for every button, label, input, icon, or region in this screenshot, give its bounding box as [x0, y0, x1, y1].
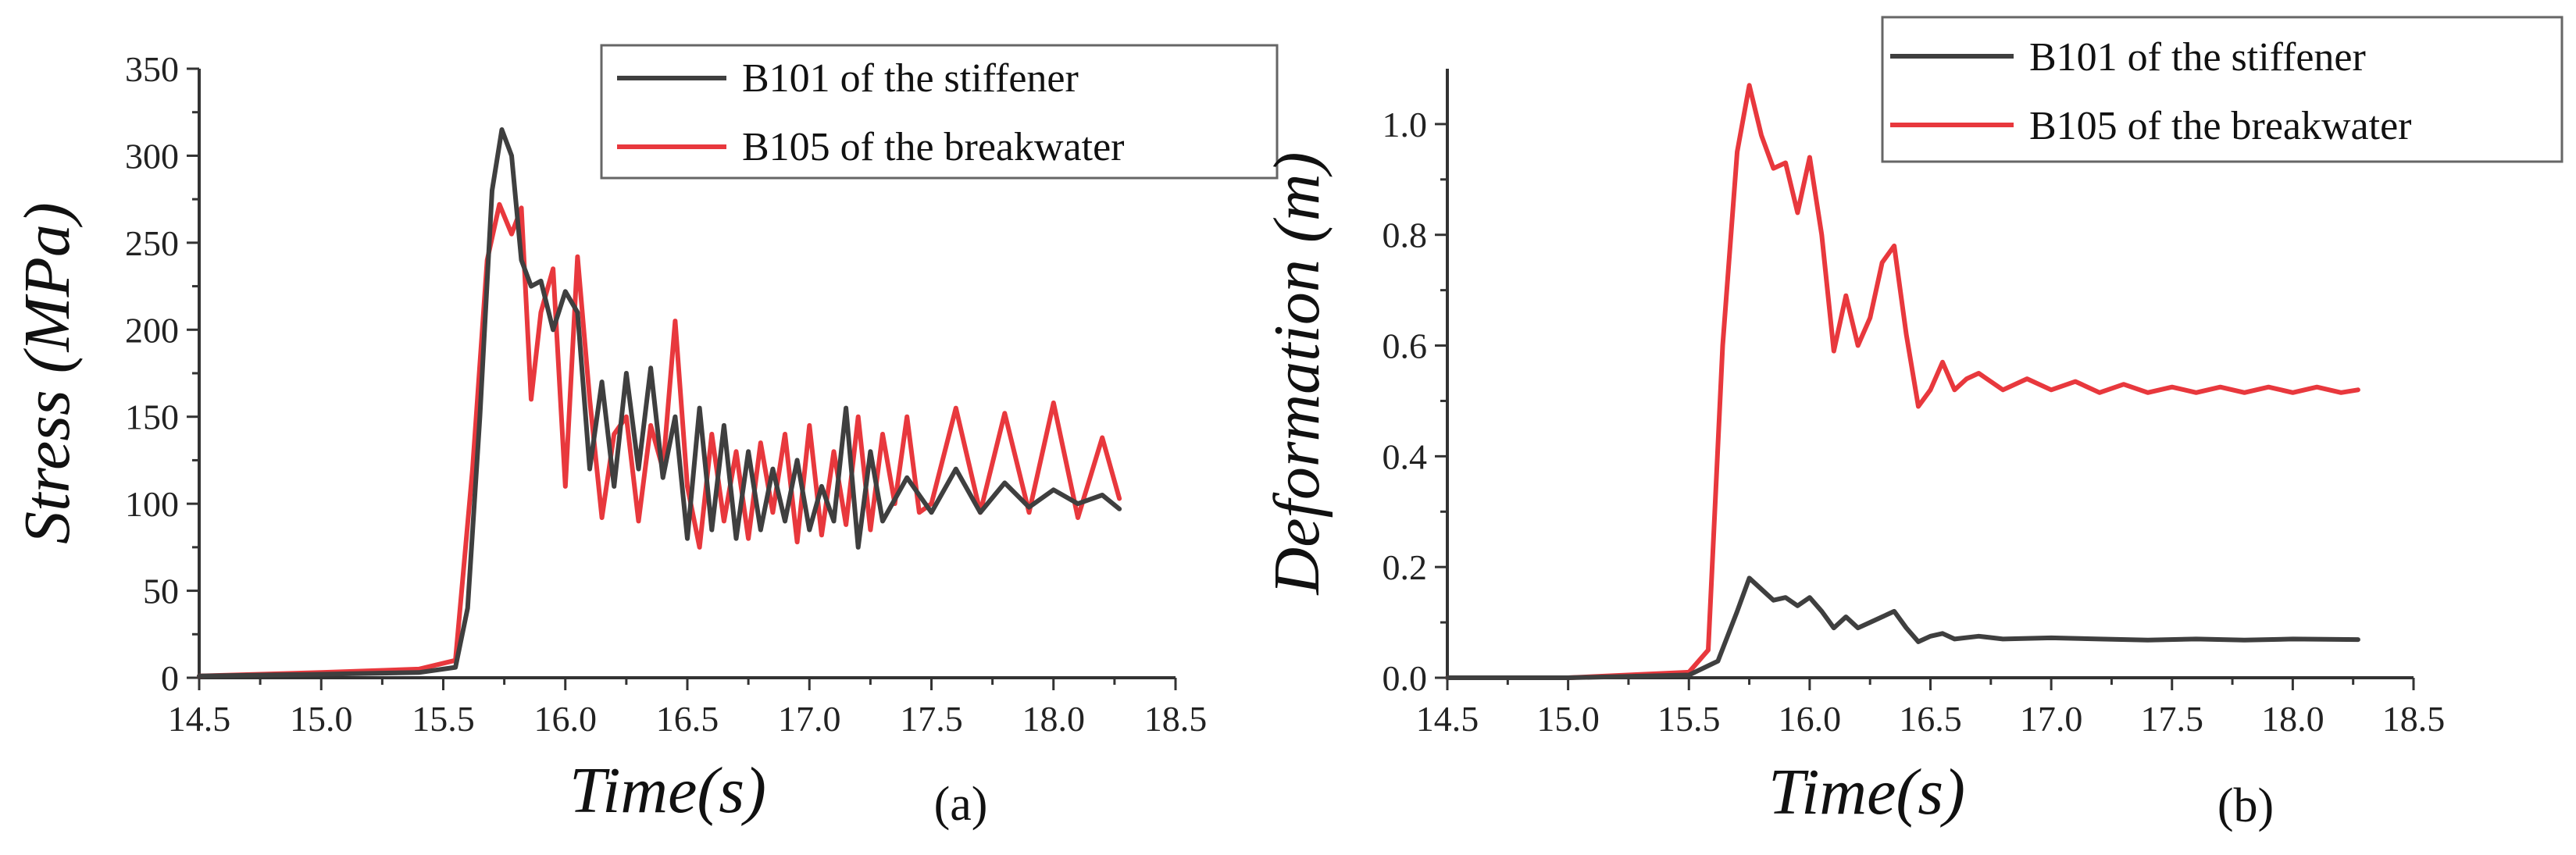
stress-chart-y-axis-title: Stress (MPa): [11, 202, 84, 544]
deformation-legend-b101-label: B101 of the stiffener: [2029, 35, 2366, 80]
deformation-x-tick-label: 18.0: [2261, 699, 2324, 739]
stress-x-tick-label: 18.0: [1022, 699, 1086, 739]
stress-y-tick-label: 150: [125, 397, 179, 437]
stress-x-tick-label: 15.0: [290, 699, 353, 739]
stress-y-tick-label: 200: [125, 310, 179, 350]
stress-chart-x-axis-title: Time(s): [569, 754, 766, 827]
deformation-legend-b105-label: B105 of the breakwater: [2029, 104, 2411, 148]
stress-y-tick-label: 250: [125, 223, 179, 263]
stress-x-tick-label: 17.5: [900, 699, 963, 739]
deformation-y-tick-label: 1.0: [1383, 105, 1428, 144]
stress-x-tick-label: 17.0: [778, 699, 841, 739]
deformation-x-tick-label: 15.5: [1657, 699, 1721, 739]
deformation-y-tick-label: 0.6: [1383, 326, 1428, 366]
deformation-x-tick-label: 16.5: [1899, 699, 1962, 739]
deformation-x-tick-label: 14.5: [1416, 699, 1479, 739]
deformation-x-tick-label: 18.5: [2382, 699, 2446, 739]
deformation-x-tick-label: 16.0: [1779, 699, 1842, 739]
stress-chart-legend-box: [600, 44, 1279, 180]
deformation-chart-x-axis-title: Time(s): [1768, 756, 1965, 828]
deformation-chart-y-axis-title: Deformation (m): [1261, 152, 1333, 596]
deformation-chart-panel-label: (b): [2217, 779, 2274, 832]
stress-chart-legend: B101 of the stiffener B105 of the breakw…: [600, 44, 1279, 180]
deformation-chart-legend: B101 of the stiffener B105 of the breakw…: [1881, 16, 2564, 163]
stress-y-tick-label: 100: [125, 484, 179, 524]
stress-x-tick-label: 14.5: [168, 699, 231, 739]
deformation-series-b101-line: [1445, 575, 2360, 680]
deformation-x-tick-label: 17.0: [2020, 699, 2083, 739]
deformation-y-tick-label: 0.0: [1383, 658, 1428, 698]
deformation-y-tick-label: 0.4: [1383, 436, 1428, 476]
stress-legend-b105-label: B105 of the breakwater: [742, 125, 1124, 169]
stress-chart: 14.5 15.0 15.5 16.0 16.5 17.0 17.5 18.0 18.5 0 50 1…: [11, 44, 1279, 831]
stress-series-b101-line: [197, 127, 1122, 679]
deformation-y-tick-label: 0.2: [1383, 547, 1428, 587]
stress-y-tick-label: 350: [125, 49, 179, 89]
stress-x-tick-label: 15.5: [412, 699, 475, 739]
stress-y-tick-label: 50: [143, 572, 179, 611]
stress-y-tick-label: 300: [125, 136, 179, 176]
stress-x-tick-label: 16.0: [534, 699, 598, 739]
stress-legend-b101-label: B101 of the stiffener: [742, 56, 1079, 101]
stress-x-tick-label: 18.5: [1144, 699, 1208, 739]
deformation-chart: 14.5 15.0 15.5 16.0 16.5 17.0 17.5 18.0 18.5 0.0 0…: [1261, 16, 2564, 832]
deformation-chart-legend-box: [1881, 16, 2564, 163]
deformation-series-b105-line: [1445, 83, 2360, 680]
stress-y-tick-label: 0: [161, 658, 179, 698]
deformation-x-tick-label: 15.0: [1536, 699, 1600, 739]
stress-chart-panel-label: (a): [934, 778, 988, 831]
stress-x-tick-label: 16.5: [656, 699, 719, 739]
deformation-y-tick-label: 0.8: [1383, 216, 1428, 255]
deformation-x-tick-label: 17.5: [2141, 699, 2204, 739]
